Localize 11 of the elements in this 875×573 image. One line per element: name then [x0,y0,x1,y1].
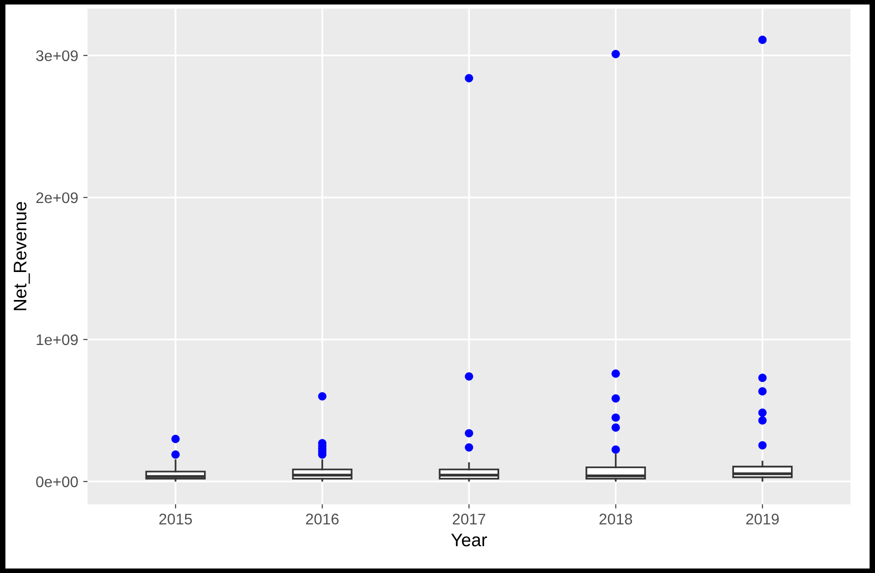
y-tick-label: 2e+09 [36,192,78,204]
x-tick-label: 2015 [159,514,192,524]
y-tick-label: 3e+09 [36,50,78,62]
x-axis-title: Year [451,534,487,546]
y-tick-label: 1e+09 [36,334,78,346]
x-tick-label: 2019 [746,514,779,524]
y-axis-title: Net_Revenue [14,202,30,310]
y-tick-label: 0e+00 [36,476,78,488]
x-tick-label: 2017 [452,514,486,524]
x-tick-label: 2018 [600,514,632,524]
x-tick-label: 2016 [306,514,339,524]
